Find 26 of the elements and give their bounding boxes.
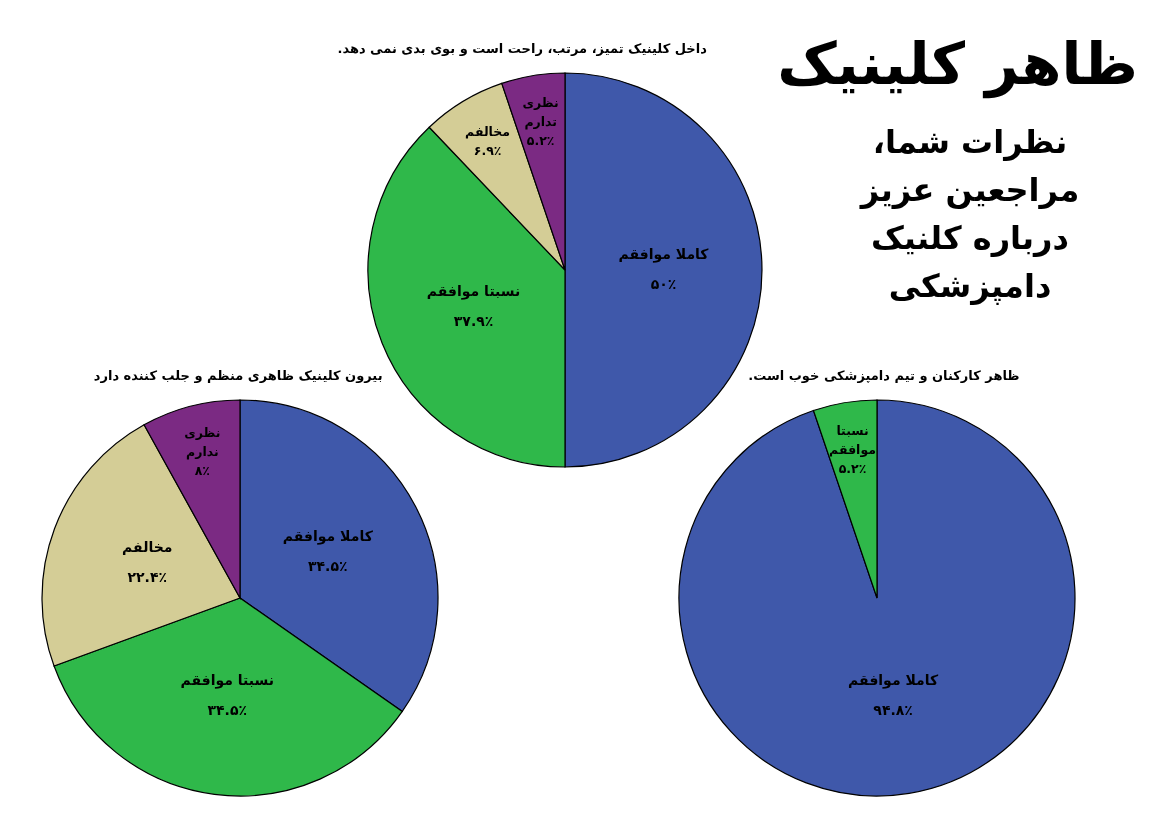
data-label: ۳۴.۵٪ [308, 558, 348, 575]
slice-label: نسبتا موافقم [829, 422, 876, 457]
data-label: ۹۴.۸٪ [873, 701, 913, 718]
chart-title: داخل کلینیک تمیز، مرتب، راحت است و بوی بدی نمی دهد. [337, 41, 708, 56]
slice-label: نسبتا موافقم [180, 672, 274, 690]
slice-label: کاملا موافقم [848, 671, 939, 689]
data-label: ۵.۲٪ [838, 460, 867, 476]
data-label: ۵.۲٪ [526, 132, 555, 148]
chart-title: ظاهر کارکنان و تیم دامپزشکی خوب است. [748, 368, 1020, 383]
text: ظاهر کلینیک [776, 30, 1139, 98]
slice-label: کاملا موافقم [282, 528, 374, 546]
chart-title: بیرون کلینیک ظاهری منظم و جلب کننده دارد [93, 368, 383, 383]
text: نظرات شما، مراجعین عزیز درباره کلنیک دامپزشکی [858, 122, 1081, 307]
slice-label: نظری تدارم [522, 94, 559, 130]
data-label: ۲۲.۴٪ [127, 569, 167, 586]
data-label: ۳۴.۵٪ [207, 702, 247, 719]
slice-label: نظری ندارم [184, 424, 221, 460]
data-label: ۵۰٪ [650, 276, 677, 292]
slice-label: کاملا موافقم [618, 246, 710, 263]
slice-label: مخالفم [122, 539, 173, 556]
slice-label: نسبتا موافقم [426, 282, 521, 300]
pie-slice [678, 399, 1076, 797]
slice-label: مخالفم [465, 123, 511, 139]
data-label: ۶.۹٪ [473, 142, 502, 158]
data-label: ۳۷.۹٪ [453, 312, 494, 329]
data-label: ۸٪ [194, 462, 210, 478]
